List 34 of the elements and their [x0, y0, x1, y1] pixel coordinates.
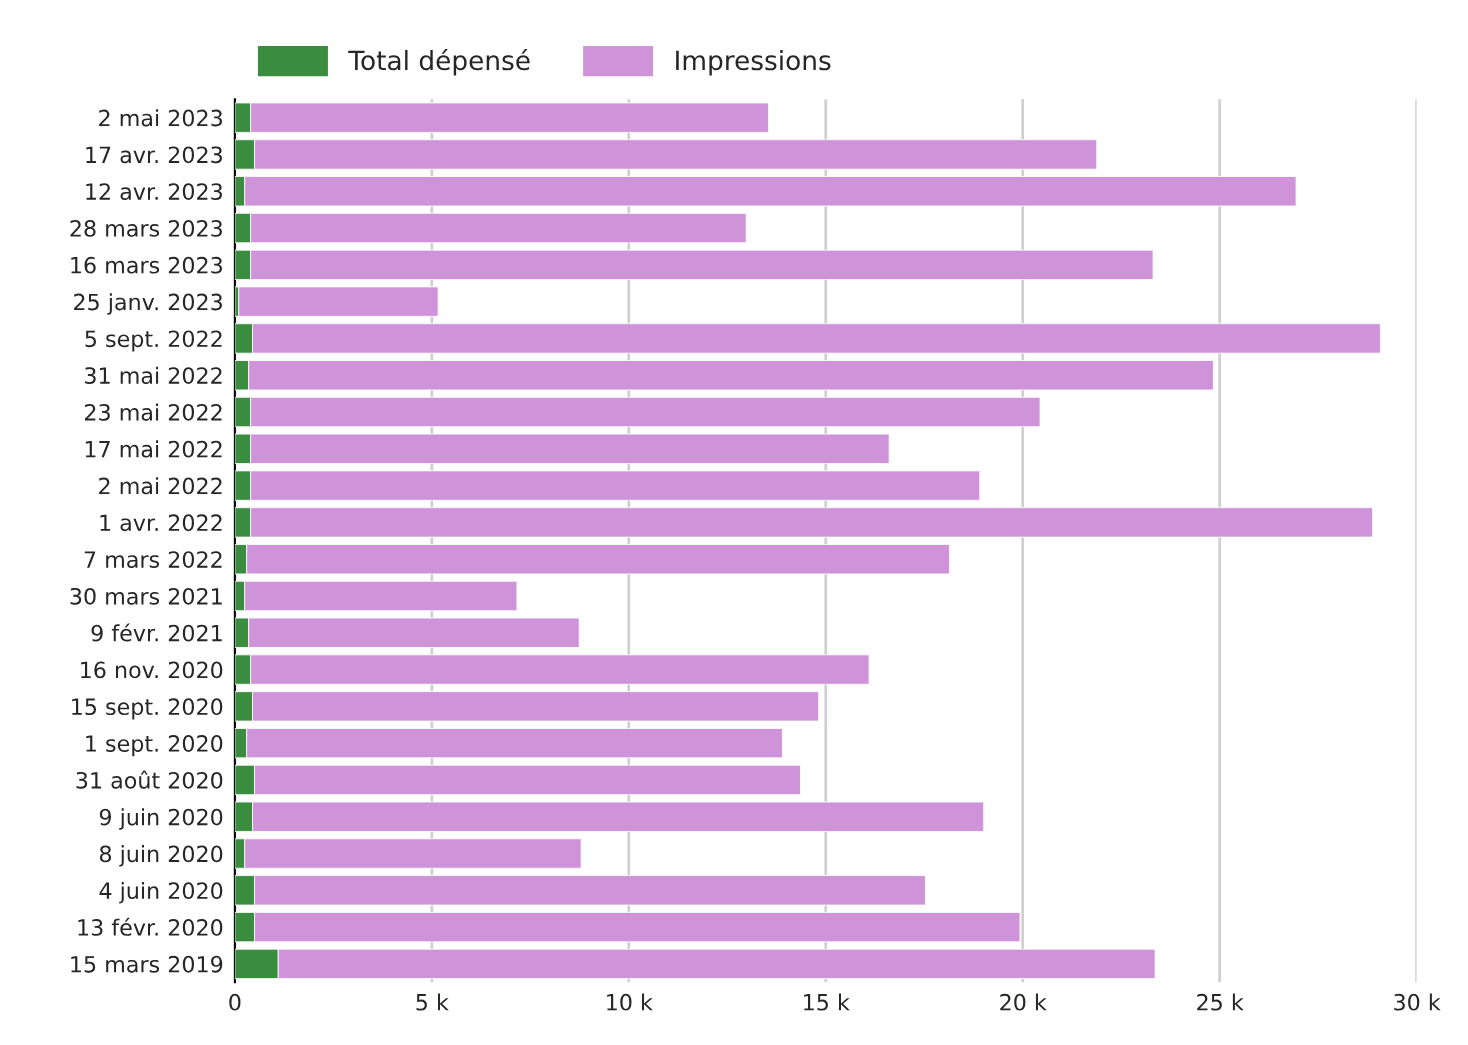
x-tick-label: 0 [229, 993, 241, 1011]
y-tick-label: 13 févr. 2020 [78, 917, 223, 936]
y-tick-label: 2 mai 2022 [99, 477, 222, 495]
x-tick-label: 10 k [607, 993, 653, 1011]
y-tick-label: 4 juin 2020 [99, 881, 223, 904]
legend-label: Impressions [676, 49, 831, 76]
y-tick-label: 25 janv. 2023 [74, 293, 222, 315]
y-tick-label: 15 mars 2019 [71, 955, 223, 973]
y-tick-label: 9 juin 2020 [99, 808, 223, 830]
y-tick-label: 28 mars 2023 [70, 220, 222, 237]
y-tick-label: 17 mai 2022 [85, 440, 222, 458]
y-tick-label: 1 sept. 2020 [86, 735, 223, 757]
y-tick-label: 31 août 2020 [76, 770, 223, 789]
y-tick-label: 12 avr. 2023 [86, 183, 222, 201]
x-tick-label: 5 k [416, 993, 449, 1011]
y-tick-label: 16 mars 2023 [71, 256, 222, 274]
y-tick-label: 5 sept. 2022 [85, 330, 222, 352]
x-tick-label: 30 k [1394, 993, 1441, 1011]
y-tick-label: 23 mai 2022 [85, 403, 222, 421]
y-tick-label: 7 mars 2022 [84, 551, 222, 568]
y-tick-label: 8 juin 2020 [99, 845, 223, 867]
y-tick-label: 30 mars 2021 [70, 587, 222, 605]
y-tick-label: 31 mai 2022 [85, 366, 222, 384]
y-tick-label: 17 avr. 2023 [86, 146, 222, 164]
x-tick-label: 15 k [804, 993, 850, 1011]
bar [238, 286, 439, 317]
y-tick-label: 15 sept. 2020 [72, 698, 223, 720]
y-tick-label: 9 févr. 2021 [91, 623, 222, 642]
legend-label: Total dépensé [348, 48, 530, 76]
y-tick-label: 2 mai 2023 [99, 109, 222, 127]
y-tick-label: 16 nov. 2020 [81, 661, 223, 679]
x-tick-label: 25 k [1197, 993, 1244, 1011]
x-tick-label: 20 k [1000, 993, 1047, 1011]
y-tick-label: 1 avr. 2022 [100, 514, 222, 532]
